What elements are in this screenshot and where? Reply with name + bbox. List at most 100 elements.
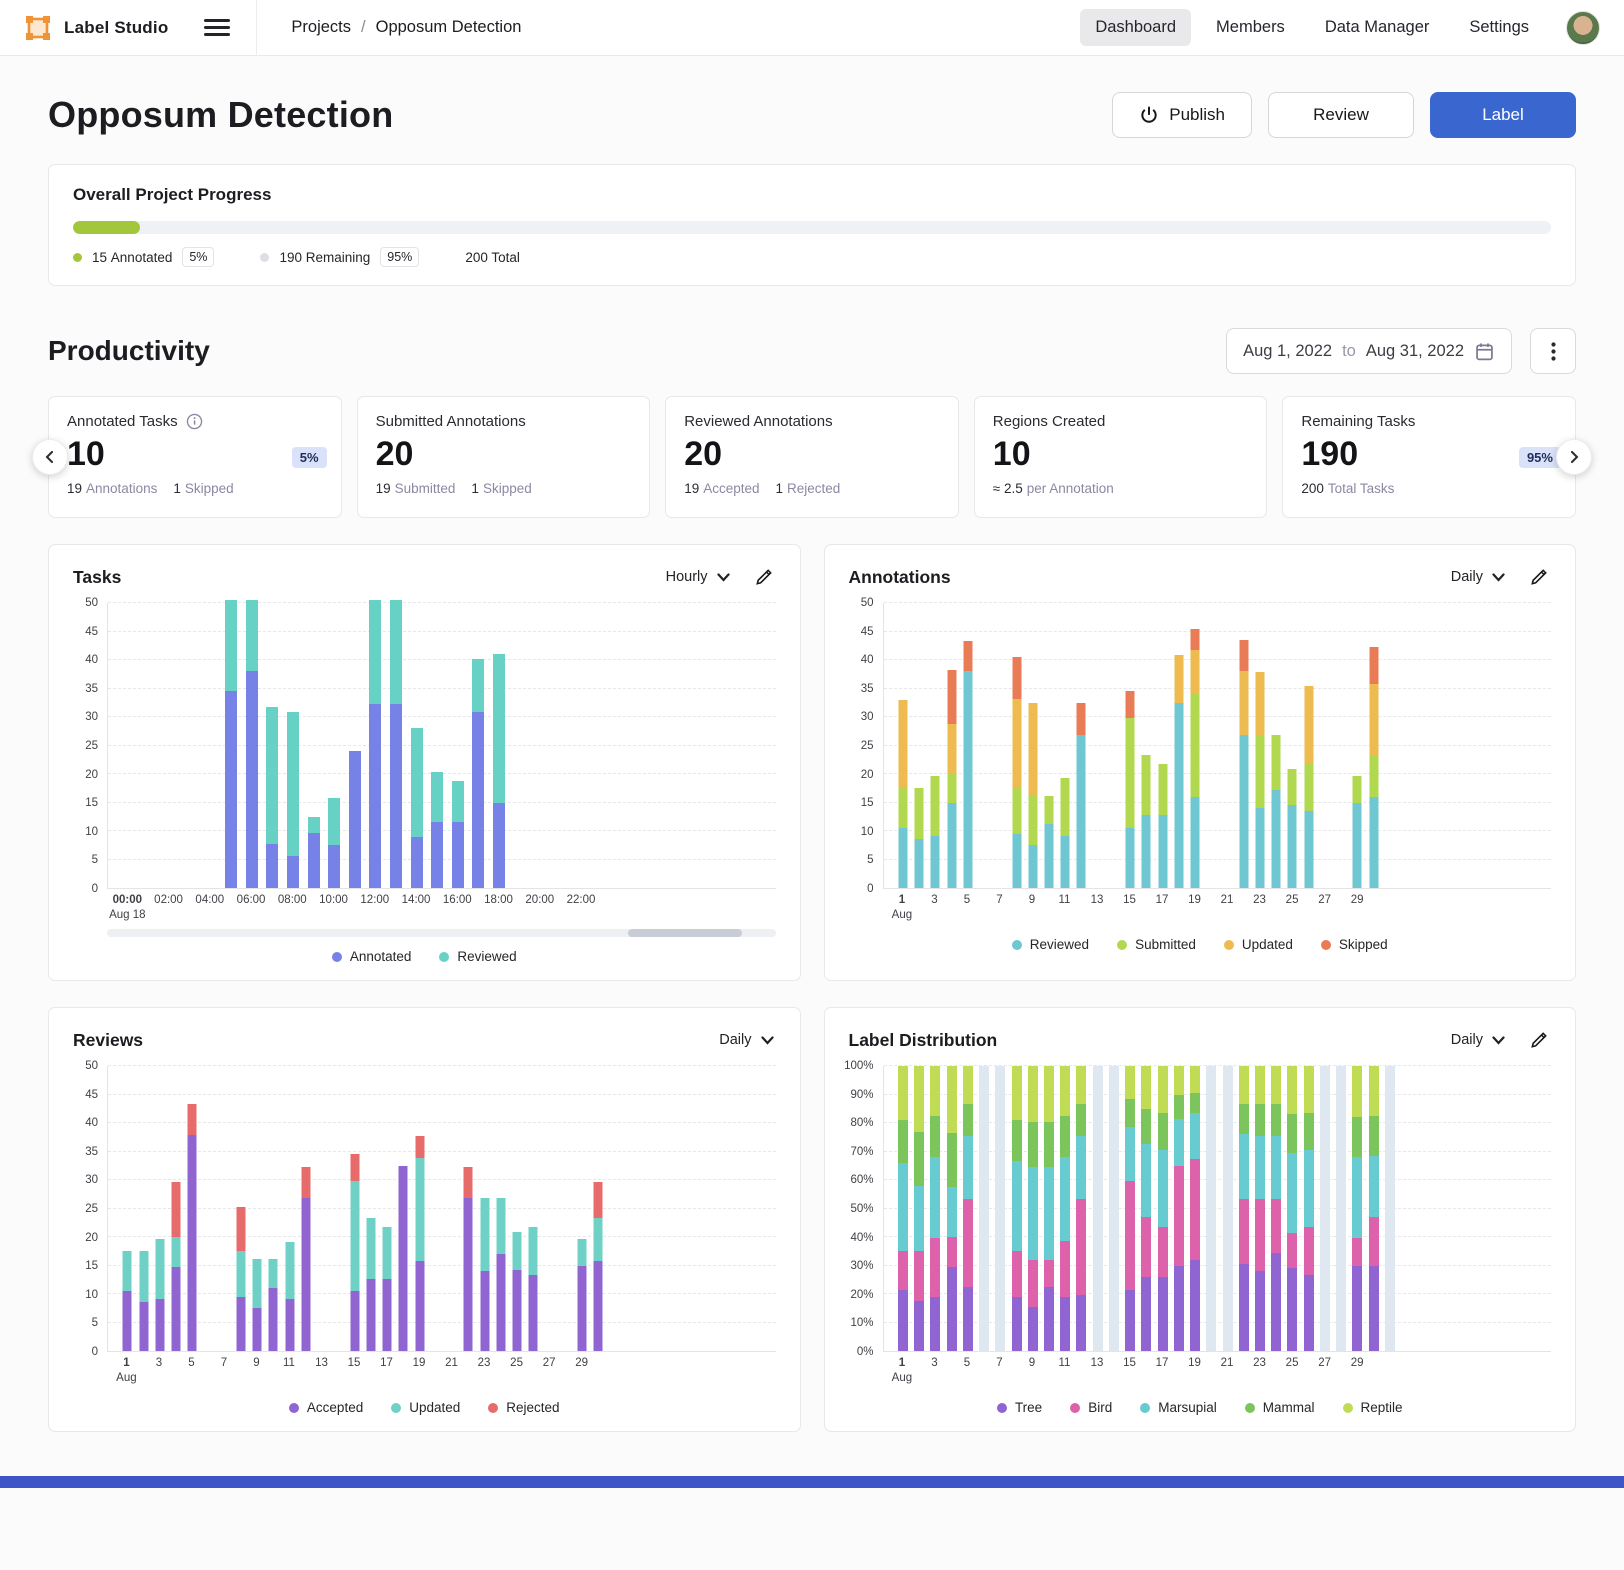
legend-item-skipped[interactable]: Skipped — [1320, 937, 1388, 952]
label-distribution-edit-button[interactable] — [1527, 1028, 1551, 1052]
y-axis-label: 5 — [91, 1317, 98, 1330]
bar-5-rejected — [187, 1103, 197, 1135]
nav-item-data-manager[interactable]: Data Manager — [1324, 18, 1430, 36]
user-avatar[interactable] — [1566, 10, 1600, 45]
legend-item-reptile[interactable]: Reptile — [1342, 1400, 1403, 1415]
power-icon — [1141, 106, 1157, 123]
bar-19-accepted — [415, 1260, 425, 1351]
y-axis-label: 70% — [850, 1145, 874, 1158]
reviews-interval-dropdown[interactable]: Daily — [717, 1028, 775, 1052]
gridline — [883, 659, 1551, 660]
legend-item-bird[interactable]: Bird — [1070, 1400, 1112, 1415]
bar-12-reptile — [1076, 1066, 1087, 1105]
annotated-count-label: 15 Annotated — [92, 249, 173, 265]
date-range-picker[interactable]: Aug 1, 2022 to Aug 31, 2022 — [1226, 328, 1512, 374]
bar-3-accepted — [155, 1298, 165, 1351]
chevron-right-icon — [1571, 451, 1579, 463]
y-axis-label: 50 — [85, 597, 98, 609]
legend-dot — [1117, 939, 1128, 950]
bar-18-bird — [1173, 1165, 1184, 1266]
more-options-button[interactable] — [1530, 328, 1576, 374]
x-axis-label: 13 — [1090, 894, 1104, 906]
legend-item-updated[interactable]: Updated — [391, 1400, 460, 1415]
legend-item-reviewed[interactable]: Reviewed — [1011, 937, 1089, 952]
bar-3-reviewed — [930, 835, 940, 888]
bar-1-bird — [897, 1251, 908, 1290]
legend-label: Reptile — [1360, 1400, 1403, 1415]
legend-item-accepted[interactable]: Accepted — [288, 1400, 363, 1415]
bar-19-skipped — [1190, 629, 1200, 651]
bar-16-reviewed — [1141, 815, 1151, 888]
x-axis-label: 3 — [931, 1357, 938, 1369]
empty-day-bar — [1222, 1066, 1233, 1351]
legend-item-tree[interactable]: Tree — [996, 1400, 1042, 1415]
annotations-edit-button[interactable] — [1527, 565, 1551, 589]
gridline — [108, 1179, 776, 1180]
x-axis-label: 15 — [1123, 1357, 1136, 1369]
breadcrumb-projects-link[interactable]: Projects — [291, 18, 352, 36]
bar-1-reptile — [897, 1066, 908, 1121]
stat-card-footer: 19 Annotations 1 Skipped — [67, 481, 323, 496]
hamburger-menu-icon[interactable] — [204, 18, 231, 38]
x-axis-label: 23 — [1253, 894, 1266, 906]
gridline — [883, 858, 1551, 860]
bar-1-updated — [898, 699, 908, 789]
x-axis-label: 11 — [1058, 1357, 1071, 1369]
bar-14-annotated — [410, 836, 423, 888]
bar-4-marsupial — [946, 1187, 957, 1237]
label-distribution-interval-dropdown[interactable]: Daily — [1449, 1028, 1507, 1052]
nav-item-members[interactable]: Members — [1216, 18, 1285, 36]
y-axis-label: 80% — [850, 1117, 874, 1130]
y-axis-label: 0 — [867, 883, 874, 895]
y-axis-label: 5 — [867, 854, 874, 867]
stats-prev-button[interactable] — [32, 439, 68, 475]
y-axis-label: 30 — [860, 711, 874, 724]
tasks-scrollbar-thumb[interactable] — [628, 929, 743, 937]
bar-24-bird — [1271, 1198, 1282, 1253]
publish-button[interactable]: Publish — [1112, 92, 1252, 138]
stat-card-footer: 200 Total Tasks — [1301, 481, 1557, 496]
nav-item-settings[interactable]: Settings — [1469, 18, 1529, 36]
bar-15-annotated — [431, 822, 444, 888]
bar-9-accepted — [252, 1308, 262, 1351]
x-axis-label: 1 — [898, 894, 906, 906]
empty-day-bar — [1108, 1066, 1119, 1351]
annotations-interval-dropdown[interactable]: Daily — [1449, 565, 1507, 589]
legend-item-submitted[interactable]: Submitted — [1117, 937, 1196, 952]
stat-card-reviewed-annotations: Reviewed Annotations 20 19 Accepted 1 Rejecte… — [665, 396, 959, 518]
gridline — [883, 1150, 1551, 1152]
x-axis-label: 29 — [1350, 894, 1364, 906]
legend-dot — [488, 1402, 499, 1413]
tasks-interval-dropdown[interactable]: Hourly — [664, 565, 732, 589]
nav-item-dashboard[interactable]: Dashboard — [1080, 9, 1192, 46]
label-button[interactable]: Label — [1430, 92, 1576, 138]
stats-next-button[interactable] — [1556, 439, 1592, 475]
bar-25-reptile — [1287, 1066, 1298, 1115]
bar-2-accepted — [139, 1301, 149, 1351]
tasks-edit-button[interactable] — [752, 565, 776, 589]
bar-11-annotated — [348, 751, 361, 888]
legend-item-mammal[interactable]: Mammal — [1244, 1400, 1315, 1415]
annotated-dot — [73, 252, 82, 262]
bar-12-annotated — [369, 703, 382, 888]
y-axis-label: 45 — [85, 625, 98, 638]
bar-5-marsupial — [962, 1135, 973, 1199]
x-axis-label: 27 — [1318, 894, 1331, 906]
legend-item-marsupial[interactable]: Marsupial — [1140, 1400, 1217, 1415]
bar-8-reviewed — [1012, 833, 1021, 888]
legend-item-rejected[interactable]: Rejected — [488, 1400, 560, 1415]
x-axis-sublabel: Aug 18 — [109, 909, 146, 921]
legend-label: Marsupial — [1158, 1400, 1217, 1415]
x-axis-label: 20:00 — [525, 894, 555, 906]
stat-footer-item: 1 Skipped — [173, 481, 234, 496]
bar-19-reviewed — [1190, 796, 1200, 888]
bar-22-skipped — [1239, 640, 1249, 672]
review-button[interactable]: Review — [1268, 92, 1414, 138]
bar-25-bird — [1287, 1232, 1298, 1269]
bar-16-reptile — [1141, 1066, 1152, 1109]
bar-4-submitted — [947, 774, 957, 803]
legend-label: Rejected — [506, 1400, 560, 1415]
legend-item-updated[interactable]: Updated — [1223, 937, 1293, 952]
legend-item-annotated[interactable]: Annotated — [331, 949, 411, 964]
legend-item-reviewed[interactable]: Reviewed — [439, 949, 517, 964]
